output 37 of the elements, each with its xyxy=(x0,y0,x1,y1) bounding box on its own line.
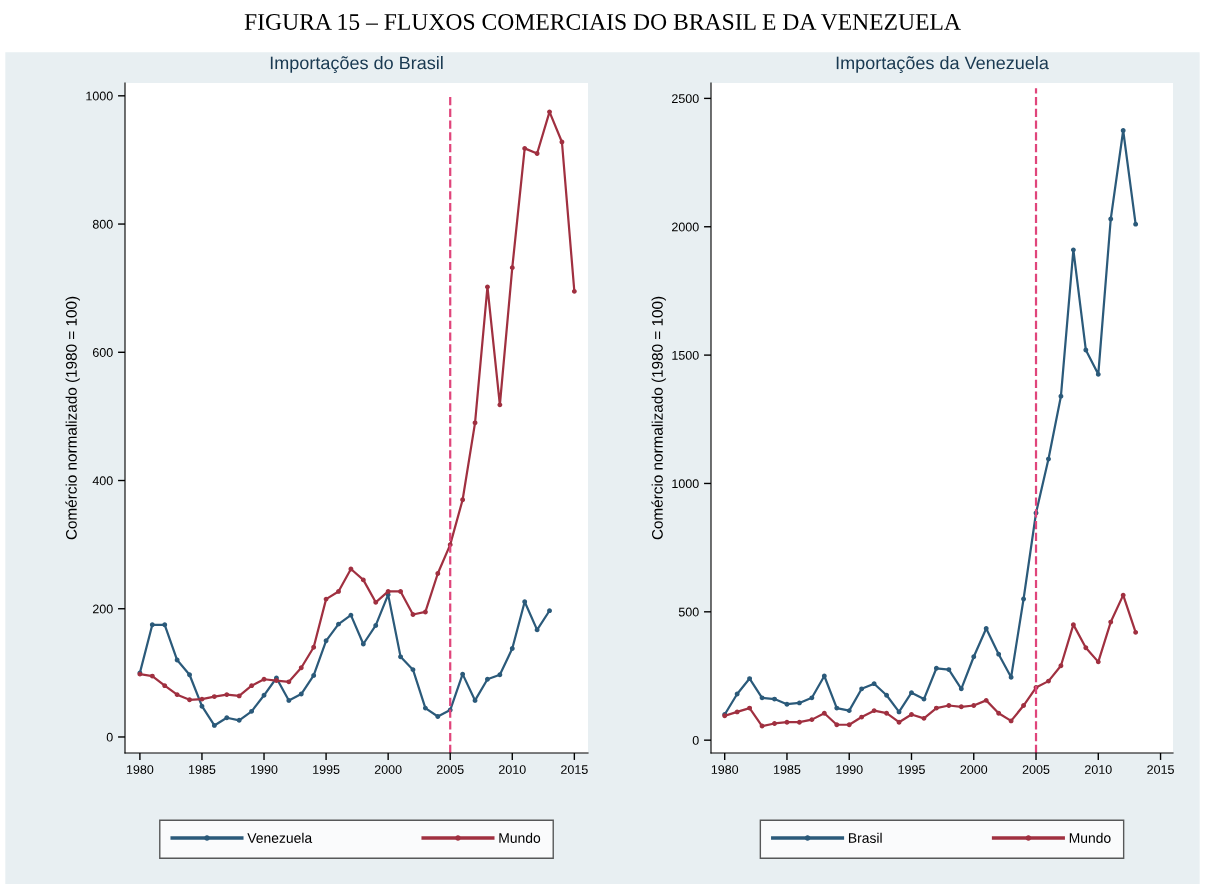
x-tick-label: 1980 xyxy=(711,765,739,774)
y-tick-label: 2000 xyxy=(672,222,699,232)
x-tick-label: 2000 xyxy=(960,765,988,774)
x-tick-label: 1995 xyxy=(313,765,340,774)
y-axis-title: Comércio normalizado (1980 = 100) xyxy=(65,296,80,540)
y-tick-label: 500 xyxy=(678,607,699,617)
x-tick-label: 2000 xyxy=(374,765,402,774)
y-tick-label: 2500 xyxy=(672,94,699,104)
y-tick-label: 1000 xyxy=(672,479,699,489)
legend-label: Venezuela xyxy=(247,832,313,843)
x-tick-label: 2005 xyxy=(436,765,464,774)
y-tick-label: 0 xyxy=(692,735,699,745)
x-tick-label: 2010 xyxy=(1085,765,1112,774)
x-tick-label: 1990 xyxy=(251,765,278,774)
y-tick-label: 1500 xyxy=(672,350,699,360)
x-tick-label: 2005 xyxy=(1022,765,1050,774)
y-tick-label: 0 xyxy=(106,732,113,742)
x-tick-label: 1985 xyxy=(774,765,801,774)
y-tick-label: 400 xyxy=(92,476,113,486)
y-axis-title: Comércio normalizado (1980 = 100) xyxy=(651,296,666,540)
x-tick-label: 2015 xyxy=(561,765,588,774)
chart-title: Importações da Venezuela xyxy=(836,56,1049,73)
x-tick-label: 1980 xyxy=(126,765,154,774)
chart-title: Importações do Brasil xyxy=(270,56,443,73)
x-tick-label: 1990 xyxy=(836,765,863,774)
x-tick-label: 2015 xyxy=(1147,765,1174,774)
legend-label: Brasil xyxy=(848,832,882,843)
y-tick-label: 1000 xyxy=(86,91,113,101)
y-tick-label: 200 xyxy=(92,604,113,614)
y-tick-label: 800 xyxy=(92,219,113,229)
y-tick-label: 600 xyxy=(92,348,113,357)
x-tick-label: 1985 xyxy=(189,765,216,774)
text: FIGURA 15 – FLUXOS COMERCIAIS DO BRASIL E DA VENEZUELA xyxy=(244,14,961,30)
x-tick-label: 2010 xyxy=(499,765,526,774)
x-tick-label: 1995 xyxy=(898,765,925,774)
legend-label: Mundo xyxy=(499,832,541,843)
legend-label: Mundo xyxy=(1069,832,1111,843)
